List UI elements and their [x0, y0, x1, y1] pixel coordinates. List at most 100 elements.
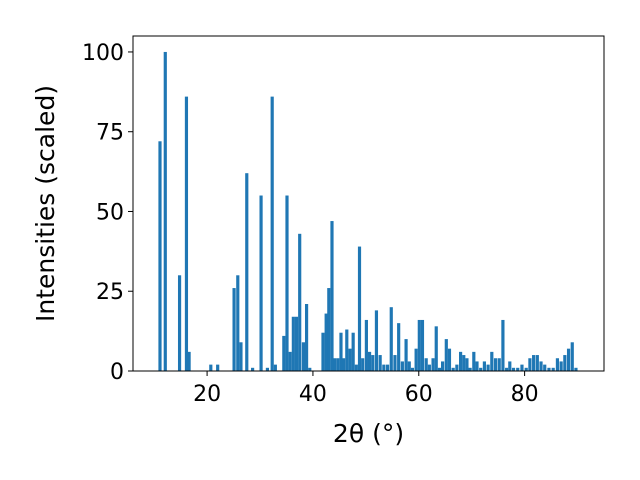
bar: [236, 275, 240, 371]
y-tick-label: 50: [96, 200, 124, 225]
x-axis: 20 40 60 80: [193, 371, 539, 407]
bar: [270, 96, 274, 372]
bar: [427, 364, 431, 371]
x-tick-label: 20: [193, 382, 221, 407]
bar: [158, 141, 162, 371]
bar: [497, 358, 501, 371]
bar: [364, 319, 368, 371]
bar: [472, 351, 476, 371]
bar: [508, 361, 512, 371]
bar: [273, 364, 277, 371]
y-tick-label: 75: [96, 121, 124, 146]
bar: [420, 319, 425, 371]
bar: [301, 342, 305, 371]
bar: [184, 96, 189, 372]
bar: [367, 351, 372, 371]
bar: [414, 348, 418, 371]
bar: [187, 351, 191, 371]
y-axis-label: Intensities (scaled): [31, 85, 60, 322]
bar: [298, 233, 302, 371]
bar: [493, 358, 498, 371]
bar: [285, 195, 289, 371]
bar: [559, 361, 563, 371]
bar: [555, 358, 560, 371]
bar: [524, 367, 528, 371]
y-tick-label: 100: [82, 41, 124, 66]
bar: [505, 367, 509, 371]
bar: [308, 367, 312, 371]
bar: [374, 310, 379, 371]
bar: [404, 339, 408, 371]
bar: [516, 367, 520, 371]
bar: [437, 367, 442, 371]
bar: [400, 361, 404, 371]
bar: [574, 367, 578, 371]
bar: [393, 355, 397, 371]
bar: [528, 358, 532, 371]
bar: [486, 364, 490, 371]
bar: [532, 355, 536, 371]
bar: [361, 358, 365, 371]
x-tick-label: 80: [511, 382, 539, 407]
bar: [259, 195, 263, 371]
bar: [535, 355, 539, 371]
bar: [216, 364, 220, 371]
bar: [490, 351, 494, 371]
bar: [468, 367, 472, 371]
bar: [501, 319, 505, 371]
bar: [324, 313, 328, 371]
bar: [417, 319, 421, 371]
bar: [321, 332, 325, 371]
bar: [291, 316, 295, 371]
y-axis: 0 25 50 75 100: [82, 41, 133, 385]
bar: [239, 342, 243, 371]
bar: [382, 364, 386, 371]
bar: [333, 358, 337, 371]
bar: [475, 361, 479, 371]
bar: [462, 355, 466, 371]
bar: [389, 307, 393, 371]
bar: [479, 367, 483, 371]
x-axis-label: 2θ (°): [333, 419, 404, 448]
plot-frame: [132, 35, 605, 372]
bar: [371, 355, 375, 371]
bar: [441, 361, 445, 371]
bar: [539, 361, 543, 371]
bar: [327, 288, 331, 371]
bar: [424, 358, 428, 371]
bar: [304, 304, 309, 371]
bar: [397, 323, 401, 371]
bar: [342, 358, 346, 371]
bar: [547, 367, 551, 371]
bar: [251, 367, 255, 371]
bar: [336, 358, 340, 371]
bars-group: [158, 51, 578, 372]
bar: [455, 364, 459, 371]
bar: [566, 348, 571, 371]
bar: [232, 288, 236, 371]
bar: [570, 342, 574, 371]
bar: [209, 364, 213, 371]
bar: [265, 367, 270, 371]
bar: [407, 361, 411, 371]
bar: [444, 339, 448, 371]
bar: [345, 329, 349, 371]
bar: [348, 348, 352, 371]
bar: [378, 355, 382, 371]
bar: [551, 367, 555, 371]
y-tick-label: 25: [96, 280, 124, 305]
bar: [177, 275, 182, 371]
bar: [385, 364, 390, 371]
bar: [330, 221, 334, 371]
bar: [294, 316, 299, 371]
y-tick-label: 0: [110, 360, 124, 385]
bar: [288, 351, 292, 371]
bar: [451, 367, 455, 371]
bar: [410, 367, 415, 371]
bar: [434, 326, 438, 371]
bar: [282, 335, 286, 371]
bar: [163, 51, 167, 371]
bar: [431, 358, 435, 371]
bar: [357, 246, 362, 371]
